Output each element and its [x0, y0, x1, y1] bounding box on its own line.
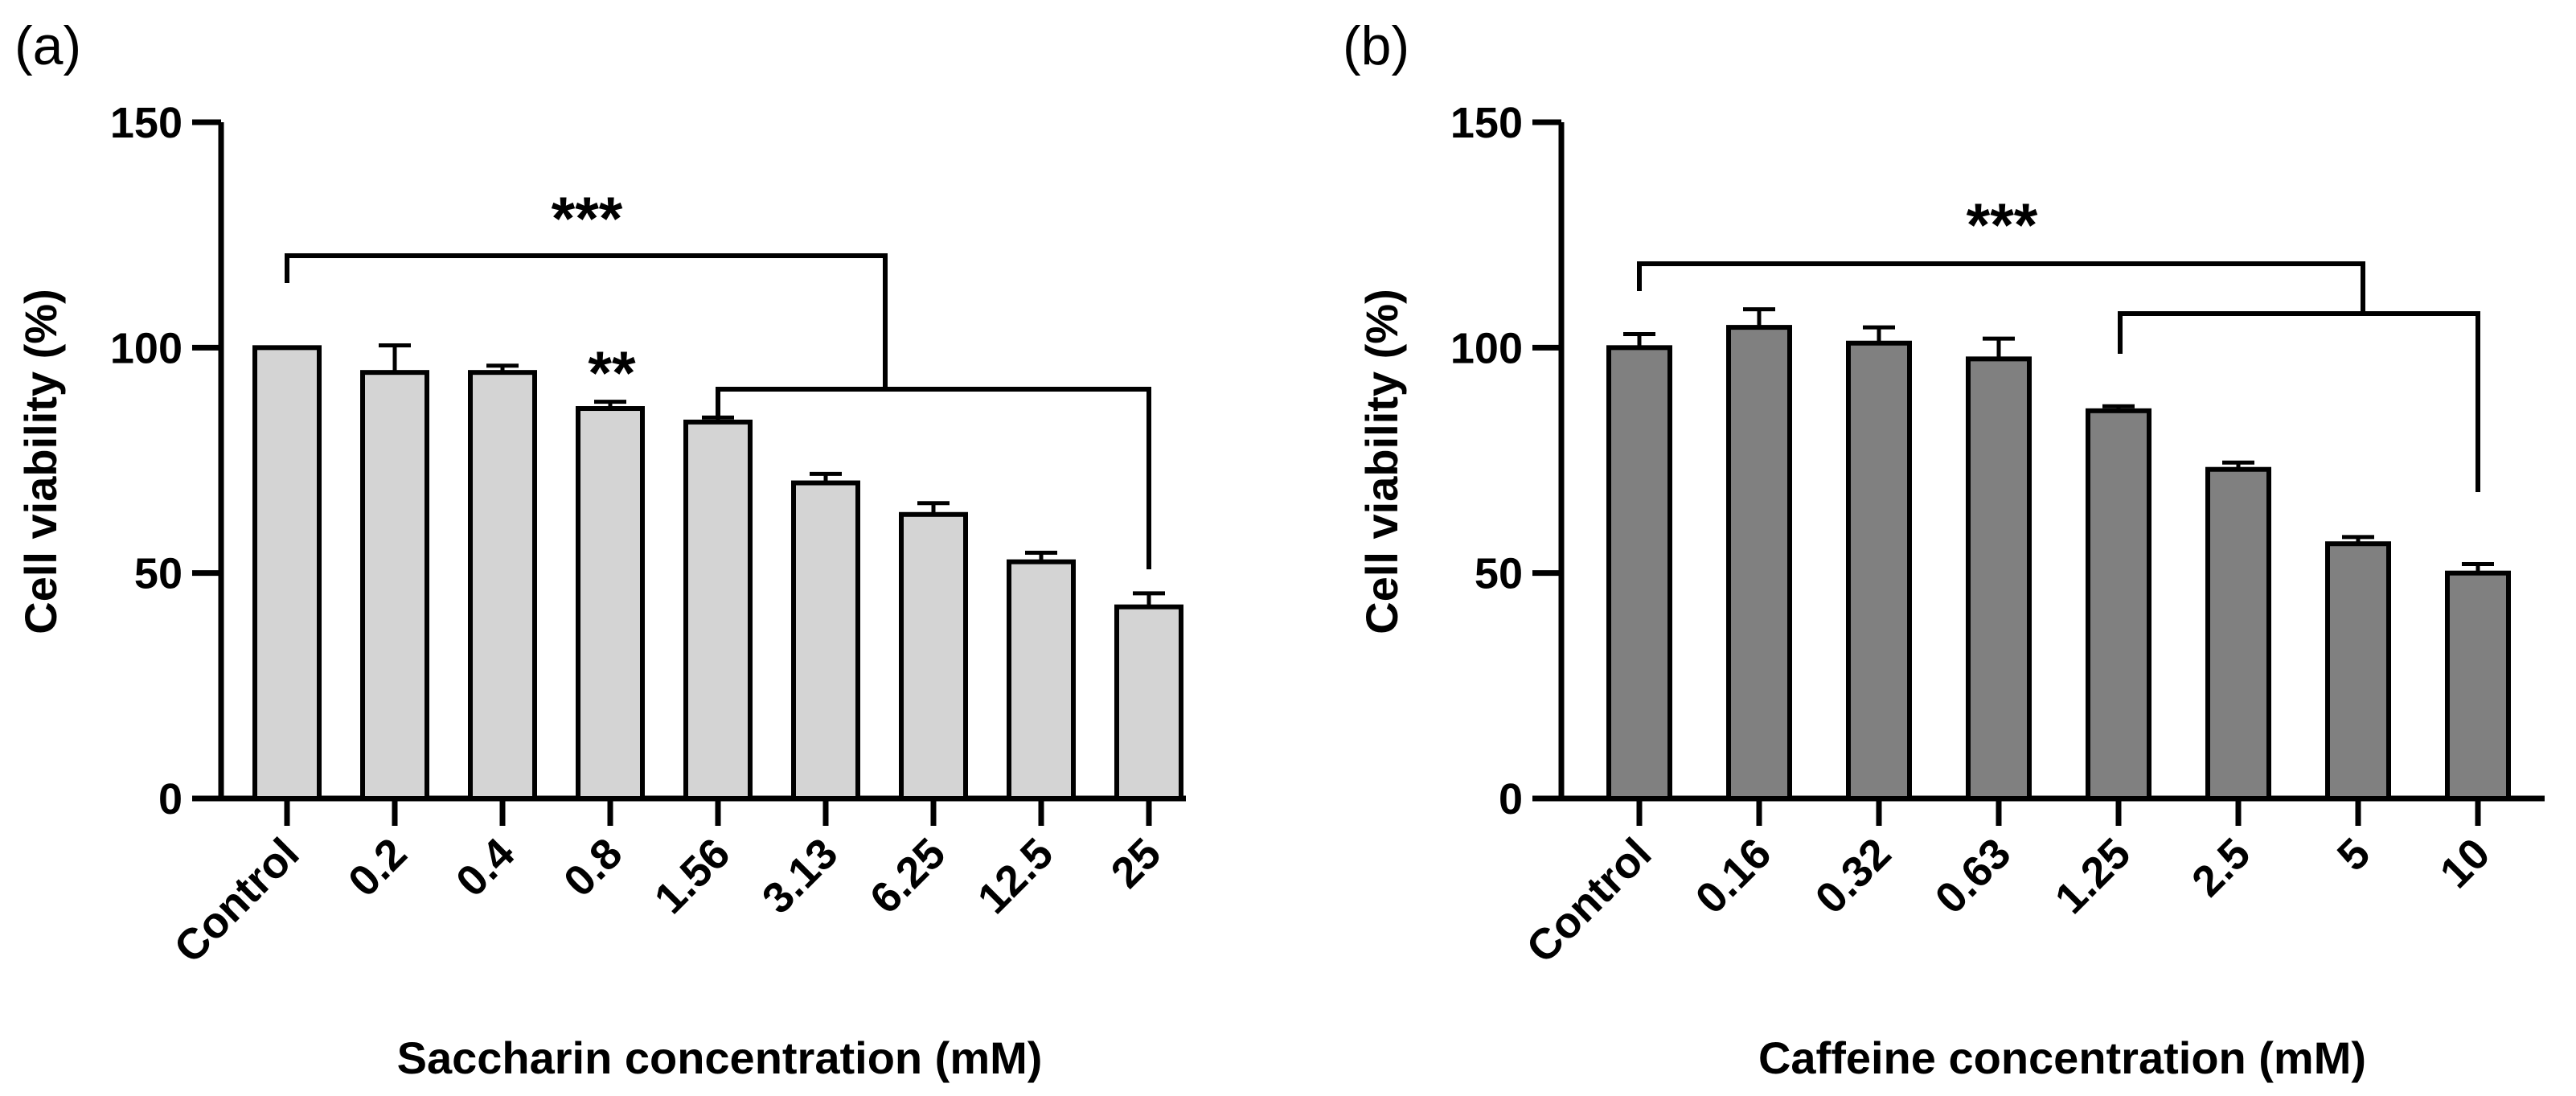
panel-b-y-tick-label: 100: [1450, 324, 1523, 372]
panel-a-bar-1.56: [683, 419, 753, 801]
panel-b-label: (b): [1343, 15, 1409, 76]
panel-a-triple-star-label: ***: [552, 185, 623, 253]
panel-a-x-tick-label: 0.8: [555, 829, 632, 906]
panel-a-inner-bracket: [716, 387, 1151, 569]
panel-a-x-tick-label: 0.2: [339, 829, 416, 906]
panel-a-annotations: *** **: [285, 185, 1151, 569]
panel-b-bar-0.63: [1966, 356, 2032, 802]
panel-b-x-tick-label: 0.32: [1807, 829, 1901, 923]
panel-a-x-ticks: Control 0.2 0.4 0.8 1.56 3.13 6.25 12.5 25: [165, 798, 1170, 972]
panel-a-label: (a): [14, 15, 81, 76]
panel-b-y-tick-label: 0: [1499, 775, 1523, 823]
panel-b-x-ticks: Control 0.16 0.32 0.63 1.25 2.5 5 10: [1517, 798, 2499, 972]
panel-b-bar-0.32: [1846, 340, 1912, 801]
panel-a-bar-3.13: [791, 480, 860, 801]
panel-a-x-tick-label: 6.25: [861, 829, 955, 923]
panel-a-x-axis-title: Saccharin concentration (mM): [397, 1032, 1043, 1083]
panel-b-bar-0.16: [1726, 325, 1792, 801]
panel-a-x-tick-label: 12.5: [969, 829, 1063, 923]
panel-a-y-axis: 0 50 100 150: [110, 99, 224, 823]
panel-a-double-star-label: **: [588, 339, 636, 408]
panel-b-y-axis-title: Cell viability (%): [1356, 289, 1407, 634]
panel-a-bar-0.4: [468, 370, 537, 802]
panel-b-y-tick-label: 50: [1475, 550, 1523, 598]
panel-a-bar-0.2: [360, 370, 429, 802]
panel-b-y-axis: 0 50 100 150: [1450, 99, 1565, 823]
panel-b-bar-1.25: [2086, 408, 2151, 801]
panel-b-x-tick-label: 5: [2328, 829, 2380, 880]
panel-b-x-axis-title: Caffeine concentration (mM): [1758, 1032, 2366, 1083]
panel-a-y-ticks: 0 50 100 150: [110, 99, 221, 823]
panel-b-annotations: ***: [1637, 191, 2480, 492]
panel-a-saccharin-chart: (a) 0 50 100 150 Control 0.2 0.4 0.8 1.56 3.13 6.…: [14, 15, 1186, 1083]
panel-b-outer-bracket: [1637, 261, 2365, 314]
panel-a-x-tick-label: 25: [1102, 829, 1171, 897]
panel-b-triple-star-label: ***: [1967, 191, 2038, 260]
panel-a-bar-6.25: [899, 511, 968, 802]
panel-b-x-tick-label: 1.25: [2046, 829, 2140, 923]
panel-a-y-tick-label: 0: [158, 775, 183, 823]
panel-a-y-tick-label: 50: [134, 550, 183, 598]
panel-b-x-tick-label: 2.5: [2183, 829, 2260, 906]
panel-a-y-tick-label: 100: [110, 324, 183, 372]
panel-a-outer-bracket: [285, 253, 888, 389]
panel-a-y-tick-label: 150: [110, 99, 183, 147]
panel-b-x-tick-label: Control: [1517, 829, 1660, 972]
panel-a-bar-0.8: [576, 406, 645, 801]
panel-b-bar-2.5: [2205, 466, 2271, 801]
panel-a-x-tick-label: Control: [165, 829, 308, 972]
panel-a-x-tick-label: 0.4: [447, 829, 524, 906]
panel-b-x-tick-label: 0.63: [1926, 829, 2020, 923]
panel-b-bars: [1606, 307, 2511, 802]
panel-b-bar-Control: [1606, 345, 1672, 802]
panel-b-y-ticks: 0 50 100 150: [1450, 99, 1561, 823]
panel-b-inner-bracket: [2118, 311, 2480, 492]
panel-b-y-tick-label: 150: [1450, 99, 1523, 147]
panel-a-bar-12.5: [1007, 559, 1076, 802]
panel-a-bar-25: [1114, 604, 1183, 802]
panel-a-x-tick-label: 1.56: [646, 829, 740, 923]
panel-b-x-tick-label: 0.16: [1687, 829, 1781, 923]
panel-b-bar-5: [2325, 541, 2391, 801]
panel-b-caffeine-chart: (b) 0 50 100 150 Control 0.16 0.32 0.63 1.25 2.5…: [1343, 15, 2545, 1083]
panel-a-x-tick-label: 3.13: [753, 829, 847, 923]
panel-a-bar-Control: [252, 345, 322, 802]
panel-a-y-axis-title: Cell viability (%): [15, 289, 66, 634]
panel-b-x-tick-label: 10: [2431, 829, 2500, 897]
panel-b-bar-10: [2445, 570, 2511, 802]
